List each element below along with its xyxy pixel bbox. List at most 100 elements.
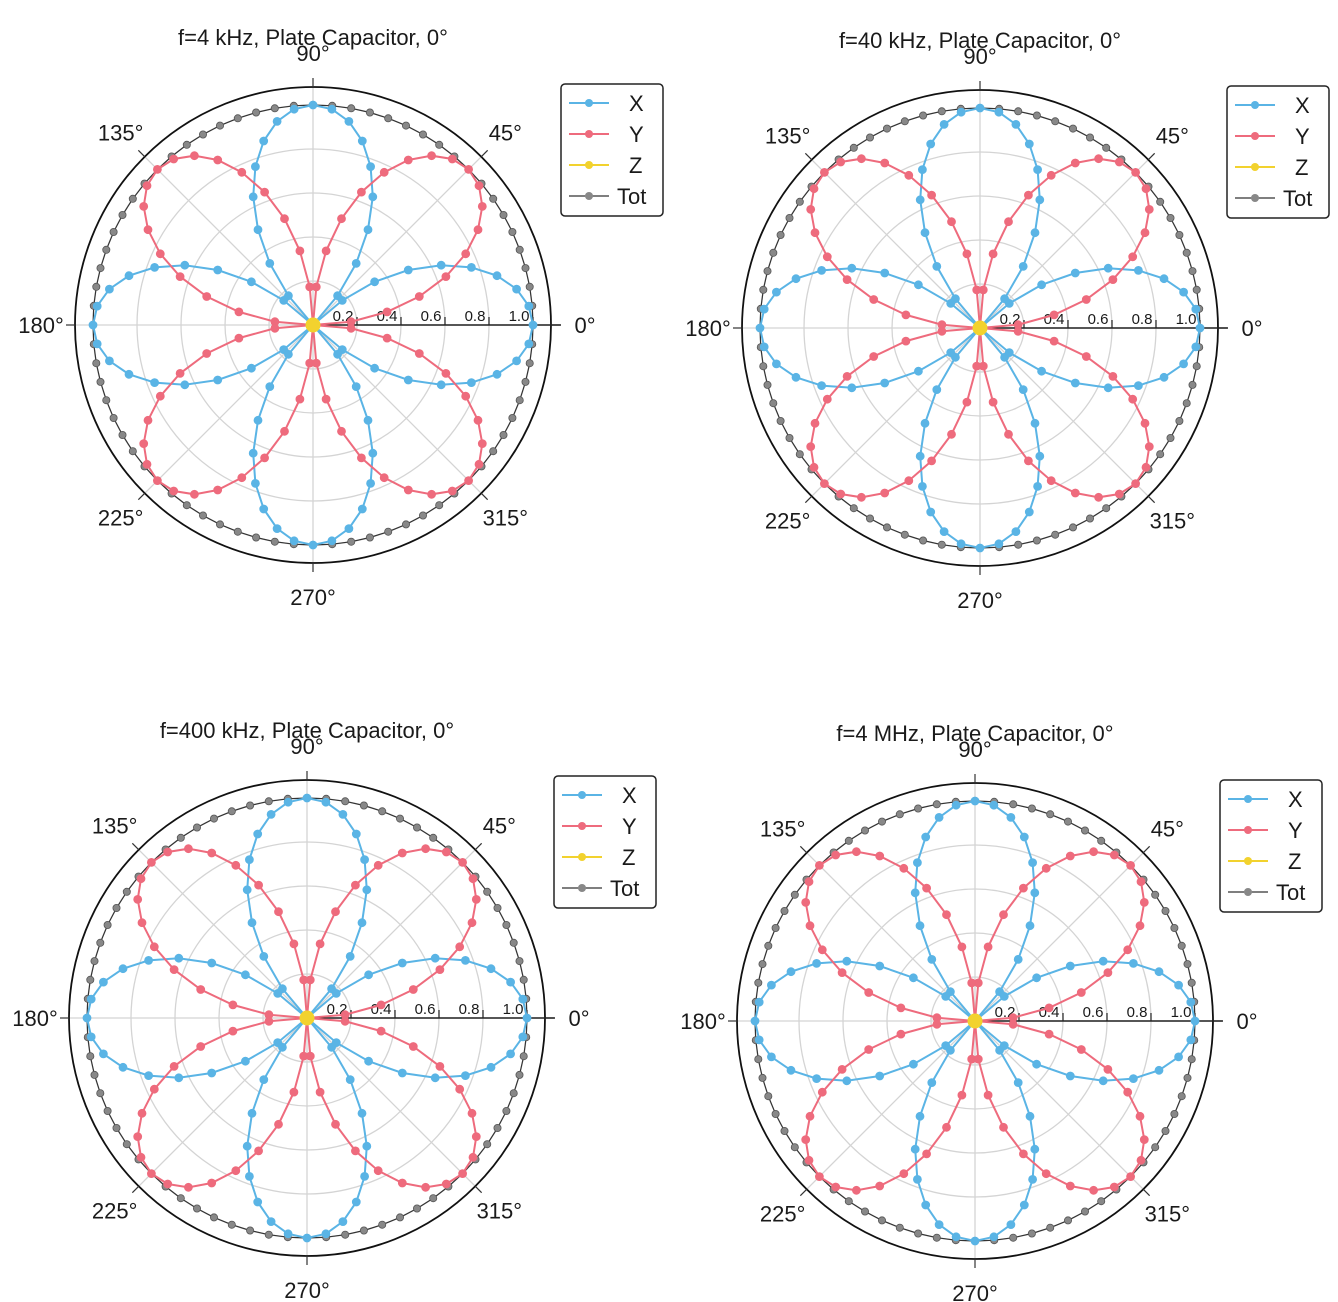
data-point-y <box>133 895 143 904</box>
data-point-y <box>175 368 185 378</box>
data-point-y <box>817 1087 827 1097</box>
data-point-tot <box>932 1233 941 1242</box>
data-point-y <box>806 204 816 214</box>
data-point-x <box>118 1062 128 1072</box>
data-point-tot <box>341 797 350 806</box>
data-point-tot <box>521 264 530 273</box>
data-point-tot <box>102 245 111 254</box>
data-point-y <box>842 275 852 285</box>
data-point-y <box>458 858 468 867</box>
data-point-x <box>1134 381 1143 391</box>
data-point-y <box>999 1122 1008 1132</box>
data-point-y <box>175 272 185 282</box>
radial-tick-label: 0.6 <box>421 308 442 325</box>
data-point-y <box>136 1152 146 1162</box>
data-point-y <box>852 1185 861 1195</box>
data-point-y <box>408 1042 418 1051</box>
data-point-tot <box>483 1140 492 1149</box>
data-point-x <box>1195 323 1205 333</box>
data-point-y <box>202 349 212 358</box>
data-point-tot <box>92 282 101 291</box>
data-point-tot <box>182 501 191 510</box>
data-point-x <box>759 342 769 352</box>
series-y <box>133 844 481 1192</box>
data-point-y <box>189 489 199 499</box>
data-point-x <box>956 539 966 549</box>
data-point-x <box>259 504 269 514</box>
data-point-y <box>875 851 885 861</box>
data-point-tot <box>521 377 530 386</box>
data-point-tot <box>525 359 534 368</box>
data-point-y <box>1109 850 1119 860</box>
data-point-y <box>1144 442 1154 452</box>
data-point-tot <box>418 511 427 520</box>
data-point-x <box>1159 372 1169 382</box>
data-point-y <box>837 968 847 977</box>
data-point-tot <box>1032 536 1041 545</box>
data-point-y <box>801 898 811 907</box>
angle-tick-label: 135° <box>760 817 806 842</box>
data-point-x <box>436 260 446 270</box>
data-point-tot <box>771 1110 780 1119</box>
data-point-tot <box>866 133 875 142</box>
data-point-y <box>260 453 270 463</box>
data-point-z <box>305 317 321 333</box>
data-point-x <box>92 339 102 349</box>
data-point-x <box>364 1056 374 1066</box>
series-z <box>967 1013 983 1029</box>
data-point-z <box>299 1010 315 1026</box>
data-point-x <box>248 448 258 458</box>
data-point-y <box>373 1166 383 1176</box>
data-point-x <box>240 1056 250 1066</box>
data-point-x <box>466 378 476 388</box>
data-point-x <box>265 258 275 268</box>
data-point-tot <box>1027 804 1036 813</box>
data-point-tot <box>1014 540 1023 549</box>
data-point-tot <box>1177 1092 1186 1101</box>
data-point-x <box>909 1059 918 1069</box>
data-point-y <box>321 246 331 256</box>
data-point-x <box>920 418 930 428</box>
data-point-tot <box>1064 817 1073 826</box>
angle-tick-label: 270° <box>284 1278 330 1302</box>
data-point-x <box>357 136 367 146</box>
data-point-x <box>522 1013 532 1023</box>
data-point-y <box>880 488 890 498</box>
data-point-y <box>427 151 437 161</box>
data-point-y <box>1076 1045 1086 1054</box>
data-point-tot <box>86 1052 95 1061</box>
data-point-x <box>460 1071 470 1080</box>
data-point-y <box>136 874 146 884</box>
data-point-x <box>812 959 821 968</box>
legend-marker-tot <box>585 192 593 200</box>
data-point-y <box>350 880 360 890</box>
data-point-x <box>956 107 966 117</box>
legend-marker-y <box>1244 826 1252 834</box>
data-point-tot <box>1032 111 1041 120</box>
data-point-x <box>368 192 378 202</box>
data-point-tot <box>1046 810 1055 819</box>
data-point-y <box>809 184 819 194</box>
data-point-y <box>1126 861 1135 870</box>
series-x <box>750 796 1200 1246</box>
angle-tick-label: 180° <box>680 1009 726 1034</box>
data-point-y <box>810 418 820 428</box>
radial-tick-label: 0.4 <box>371 1001 392 1018</box>
data-point-y <box>305 282 315 292</box>
chart-title: f=4 MHz, Plate Capacitor, 0° <box>836 721 1113 746</box>
data-point-y <box>340 1016 350 1026</box>
data-point-x <box>253 415 263 425</box>
data-point-y <box>169 486 179 496</box>
data-point-x <box>242 885 252 895</box>
data-point-y <box>822 252 832 262</box>
data-point-x <box>913 1175 922 1184</box>
data-point-y <box>1123 1087 1133 1097</box>
data-point-x <box>302 1233 312 1243</box>
data-point-tot <box>192 823 201 832</box>
legend-box <box>560 83 664 217</box>
radial-tick-label: 1.0 <box>1176 311 1197 328</box>
data-point-tot <box>1014 107 1023 116</box>
angle-tick <box>474 842 483 851</box>
data-point-y <box>137 1108 147 1118</box>
data-point-y <box>315 939 325 949</box>
